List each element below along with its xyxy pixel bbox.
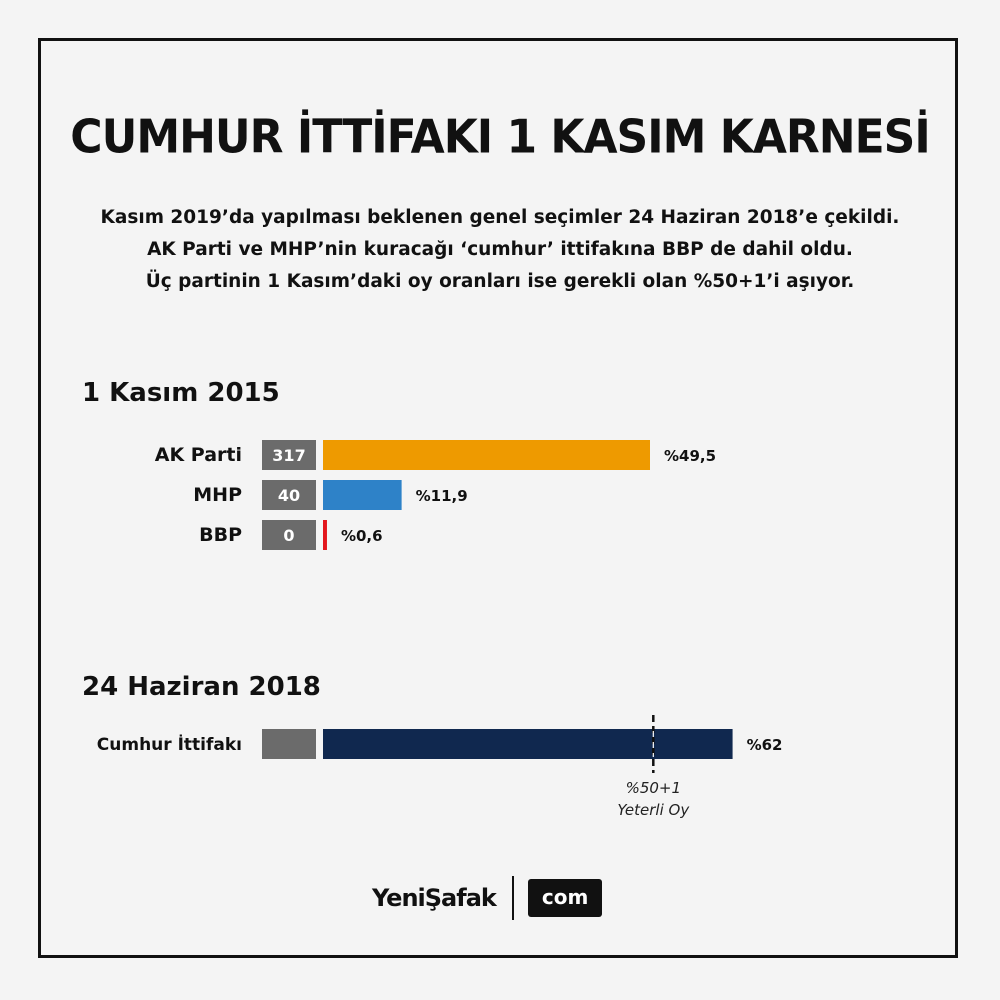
logo: YeniŞafak com (372, 876, 603, 920)
seat-count: 317 (272, 446, 305, 465)
seat-box (262, 480, 316, 510)
bar (323, 440, 650, 470)
category-label: MHP (193, 484, 242, 506)
category-label: BBP (199, 524, 242, 546)
value-label: %11,9 (416, 487, 468, 505)
bar (323, 480, 402, 510)
logo-brand: YeniŞafak (372, 884, 497, 912)
bar (323, 729, 733, 759)
value-label: %0,6 (341, 527, 383, 545)
value-label: %62 (747, 736, 783, 754)
subtitle: Kasım 2019’da yapılması beklenen genel s… (60, 202, 940, 298)
frame (38, 38, 958, 958)
section-title-2018: 24 Haziran 2018 (82, 672, 321, 702)
section-title-2015: 1 Kasım 2015 (82, 378, 280, 408)
seat-box (262, 729, 316, 759)
category-label: AK Parti (155, 444, 242, 466)
seat-count: 40 (278, 486, 300, 505)
subtitle-line: AK Parti ve MHP’nin kuracağı ‘cumhur’ it… (147, 239, 853, 260)
subtitle-line: Kasım 2019’da yapılması beklenen genel s… (100, 207, 900, 228)
page-title: CUMHUR İTTİFAKI 1 KASIM KARNESİ (70, 110, 930, 165)
subtitle-line: Üç partinin 1 Kasım’daki oy oranları ise… (145, 271, 855, 292)
threshold-label: %50+1 (626, 779, 681, 797)
logo-suffix: com (527, 879, 603, 917)
value-label: %49,5 (664, 447, 716, 465)
seat-box (262, 520, 316, 550)
category-label: Cumhur İttifakı (97, 733, 242, 755)
seat-box (262, 440, 316, 470)
seat-count: 0 (283, 526, 294, 545)
bar (323, 520, 327, 550)
threshold-label: Yeterli Oy (617, 801, 690, 819)
logo-divider (511, 876, 514, 920)
